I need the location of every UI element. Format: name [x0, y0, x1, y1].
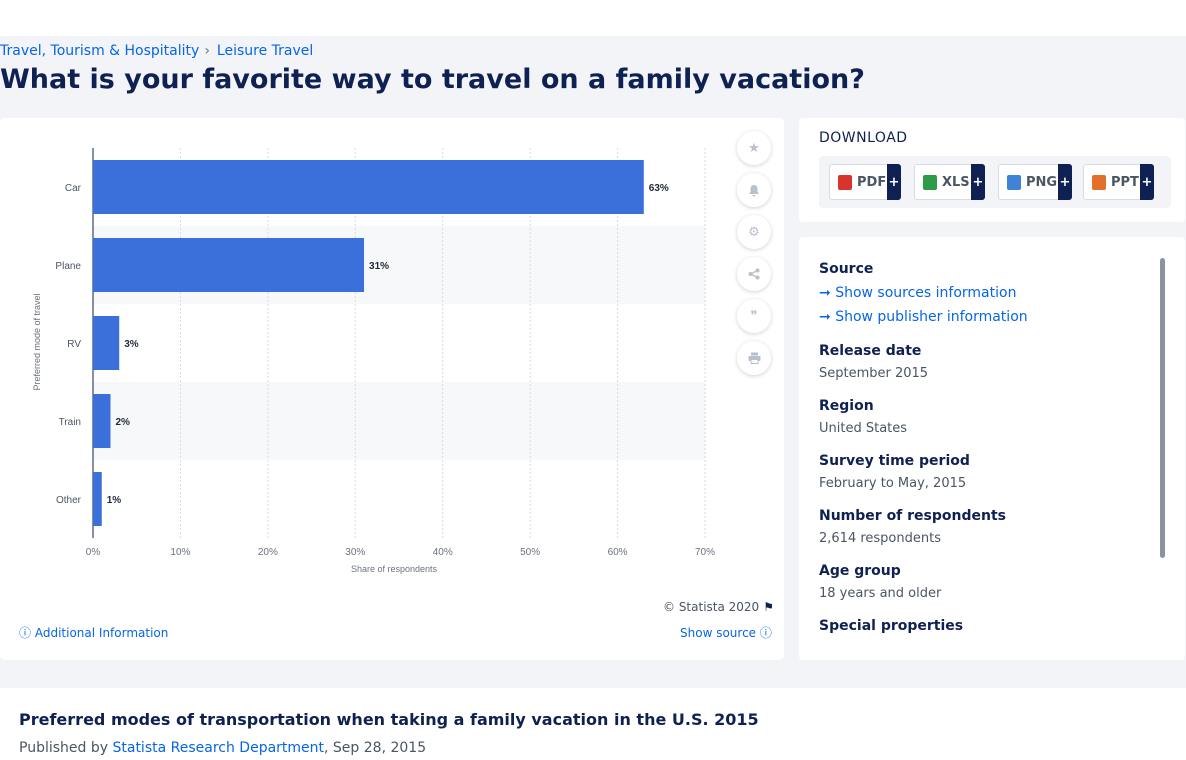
download-ppt-button[interactable]: PPT +: [1083, 164, 1154, 200]
arrow-right-icon: ➞: [819, 285, 831, 301]
category-label: Train: [59, 417, 81, 428]
show-sources-label: Show sources information: [835, 285, 1017, 301]
info-icon: ⓘ: [19, 626, 32, 640]
bar: [93, 238, 365, 292]
ppt-file-icon: [1092, 174, 1106, 190]
published-prefix: Published by: [19, 740, 109, 756]
add-ppt-button[interactable]: +: [1140, 164, 1154, 200]
age-group-value: 18 years and older: [819, 586, 942, 601]
arrow-right-icon: ➞: [819, 309, 831, 325]
gear-icon[interactable]: ⚙: [737, 215, 771, 249]
x-tick-label: 60%: [608, 547, 628, 558]
data-label: 2%: [115, 417, 130, 428]
show-source-label: Show source: [680, 626, 757, 640]
source-label: Source: [819, 261, 874, 277]
download-buttons-row: PDF + XLS + PNG + PPT +: [819, 156, 1171, 208]
x-tick-label: 50%: [520, 547, 540, 558]
breadcrumb-item-travel[interactable]: Travel, Tourism & Hospitality: [0, 43, 200, 59]
data-label: 63%: [649, 183, 669, 194]
print-icon[interactable]: [737, 341, 771, 375]
x-tick-label: 70%: [695, 547, 715, 558]
show-source-link[interactable]: Show source ⓘ: [680, 624, 772, 641]
statistic-title: Preferred modes of transportation when t…: [19, 710, 759, 729]
breadcrumb-item-leisure-travel[interactable]: Leisure Travel: [216, 43, 314, 59]
x-tick-label: 20%: [258, 547, 278, 558]
x-tick-label: 10%: [170, 547, 190, 558]
x-tick-label: 40%: [433, 547, 453, 558]
survey-period-value: February to May, 2015: [819, 476, 967, 491]
top-bar: [0, 0, 1186, 36]
add-png-button[interactable]: +: [1058, 164, 1072, 200]
show-sources-link[interactable]: ➞ Show sources information: [819, 285, 1016, 301]
category-label: Plane: [55, 261, 81, 272]
special-properties-label: Special properties: [819, 618, 964, 634]
bar: [93, 472, 102, 526]
bell-icon[interactable]: [737, 173, 771, 207]
show-publisher-link[interactable]: ➞ Show publisher information: [819, 309, 1028, 325]
respondents-value: 2,614 respondents: [819, 531, 941, 546]
download-pdf-label: PDF: [857, 174, 887, 190]
row-band: [93, 382, 705, 460]
age-group-label: Age group: [819, 563, 901, 579]
x-axis-title: Share of respondents: [351, 564, 438, 574]
download-title: DOWNLOAD: [819, 130, 908, 146]
bar-chart: 0% 10% 20% 30% 40% 50% 60% 70% 63% Car 31% Plane 3% R…: [32, 148, 715, 574]
release-date-label: Release date: [819, 343, 922, 359]
copyright-notice: © Statista 2020 ⚑: [663, 600, 774, 614]
png-file-icon: [1007, 174, 1021, 190]
data-label: 31%: [369, 261, 389, 272]
release-date-value: September 2015: [819, 366, 929, 381]
download-xls-label: XLS: [942, 174, 970, 190]
category-label: Other: [56, 495, 82, 506]
info-scrollbar[interactable]: [1160, 258, 1165, 558]
star-icon[interactable]: ★: [737, 131, 771, 165]
data-label: 1%: [107, 495, 122, 506]
additional-information-label: Additional Information: [34, 626, 169, 640]
bar: [93, 160, 644, 214]
flag-icon[interactable]: ⚑: [763, 600, 774, 614]
published-by: Published by Statista Research Departmen…: [19, 740, 426, 756]
pdf-file-icon: [838, 174, 852, 190]
respondents-label: Number of respondents: [819, 508, 1006, 524]
chart-side-toolbar: ★ ⚙ ❞: [737, 131, 773, 383]
breadcrumb: Travel, Tourism & Hospitality › Leisure …: [0, 43, 313, 59]
bar: [93, 394, 111, 448]
statistic-summary: Preferred modes of transportation when t…: [0, 688, 1186, 760]
region-value: United States: [819, 421, 908, 436]
info-icon: ⓘ: [759, 626, 772, 640]
publisher-link[interactable]: Statista Research Department: [112, 740, 325, 756]
xls-file-icon: [923, 174, 937, 190]
survey-period-label: Survey time period: [819, 453, 970, 469]
published-date: , Sep 28, 2015: [324, 740, 427, 756]
download-png-button[interactable]: PNG +: [998, 164, 1072, 200]
download-pdf-button[interactable]: PDF +: [829, 164, 901, 200]
show-publisher-label: Show publisher information: [835, 309, 1028, 325]
download-card: DOWNLOAD PDF + XLS + PNG + PPT +: [799, 118, 1185, 222]
statistic-info-card: Source ➞ Show sources information ➞ Show…: [799, 237, 1185, 660]
bar: [93, 316, 120, 370]
add-pdf-button[interactable]: +: [887, 164, 901, 200]
page-title: What is your favorite way to travel on a…: [0, 64, 865, 95]
download-xls-button[interactable]: XLS +: [914, 164, 985, 200]
share-icon[interactable]: [737, 257, 771, 291]
data-label: 3%: [124, 339, 139, 350]
additional-information-link[interactable]: ⓘ Additional Information: [19, 624, 168, 641]
download-png-label: PNG: [1026, 174, 1058, 190]
quote-icon[interactable]: ❞: [737, 299, 771, 333]
category-label: Car: [65, 183, 82, 194]
x-tick-label: 30%: [345, 547, 365, 558]
breadcrumb-separator: ›: [204, 43, 210, 59]
category-label: RV: [67, 339, 81, 350]
add-xls-button[interactable]: +: [971, 164, 985, 200]
copyright-text: © Statista 2020: [663, 600, 760, 614]
download-ppt-label: PPT: [1111, 174, 1139, 190]
region-label: Region: [819, 398, 874, 414]
y-axis-title: Preferred mode of travel: [32, 293, 42, 390]
x-tick-label: 0%: [86, 547, 101, 558]
chart-card: 0% 10% 20% 30% 40% 50% 60% 70% 63% Car 31% Plane 3% R…: [0, 118, 784, 660]
